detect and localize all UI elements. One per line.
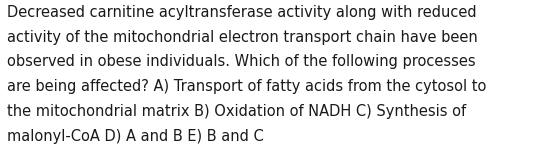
- Text: activity of the mitochondrial electron transport chain have been: activity of the mitochondrial electron t…: [7, 30, 478, 45]
- Text: malonyl-CoA D) A and B E) B and C: malonyl-CoA D) A and B E) B and C: [7, 129, 264, 144]
- Text: are being affected? A) Transport of fatty acids from the cytosol to: are being affected? A) Transport of fatt…: [7, 79, 487, 94]
- Text: Decreased carnitine acyltransferase activity along with reduced: Decreased carnitine acyltransferase acti…: [7, 5, 477, 20]
- Text: observed in obese individuals. Which of the following processes: observed in obese individuals. Which of …: [7, 54, 476, 69]
- Text: the mitochondrial matrix B) Oxidation of NADH C) Synthesis of: the mitochondrial matrix B) Oxidation of…: [7, 104, 466, 119]
